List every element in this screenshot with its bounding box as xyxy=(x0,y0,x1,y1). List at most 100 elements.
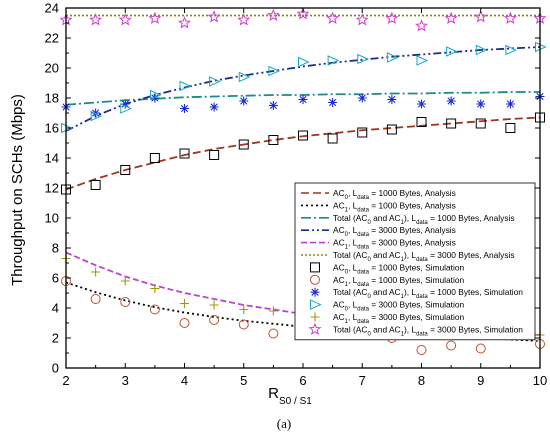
series-point-7 xyxy=(90,294,101,304)
series-point-11 xyxy=(385,11,399,25)
series-point-8 xyxy=(357,93,367,103)
legend-swatch-marker xyxy=(310,262,320,273)
y-tick-label: 0 xyxy=(52,361,59,376)
series-point-9 xyxy=(90,110,103,122)
series-point-6 xyxy=(90,180,101,190)
series-point-6 xyxy=(238,139,249,150)
series-point-11 xyxy=(237,13,251,26)
series-point-9 xyxy=(179,80,192,92)
y-tick-label: 22 xyxy=(45,31,59,46)
series-point-10 xyxy=(239,305,249,314)
y-tick-label: 18 xyxy=(45,91,59,106)
x-axis-title: RS0 / S1 xyxy=(268,385,312,407)
series-point-7 xyxy=(446,340,457,351)
series-point-10 xyxy=(91,267,101,277)
series-point-6 xyxy=(209,150,220,160)
series-point-10 xyxy=(150,284,160,293)
legend-entry: Total (AC0 and AC1), Ldata = 3000 Bytes,… xyxy=(333,324,523,337)
series-line-3 xyxy=(65,46,541,132)
series-point-10 xyxy=(180,299,189,308)
series-point-9 xyxy=(149,89,162,101)
series-point-8 xyxy=(476,99,486,109)
legend-swatch-marker xyxy=(310,287,320,297)
series-point-11 xyxy=(474,10,488,23)
series-point-9 xyxy=(327,55,340,66)
legend-entry: AC0, Ldata = 3000 Bytes, Simulation xyxy=(333,300,465,313)
legend-swatch-marker xyxy=(310,299,322,310)
legend-entry: AC1, Ldata = 1000 Bytes, Simulation xyxy=(333,275,465,288)
legend-swatch-marker xyxy=(310,274,320,285)
x-tick-label: 2 xyxy=(62,373,69,388)
y-tick-label: 2 xyxy=(52,331,59,346)
series-point-11 xyxy=(89,13,103,26)
series-point-6 xyxy=(327,133,338,144)
y-tick-label: 10 xyxy=(45,211,59,226)
y-axis-title: Throughput on SCHs (Mbps) xyxy=(9,94,26,286)
series-point-9 xyxy=(298,56,310,68)
y-tick-label: 4 xyxy=(52,301,59,316)
series-point-9 xyxy=(386,52,399,63)
series-point-11 xyxy=(118,13,132,26)
series-point-9 xyxy=(357,53,369,65)
legend-entry: AC0, Ldata = 3000 Bytes, Analysis xyxy=(333,225,456,238)
x-tick-label: 8 xyxy=(418,373,425,388)
y-tick-label: 24 xyxy=(45,1,59,16)
series-point-8 xyxy=(446,96,456,106)
x-axis-title-main: R xyxy=(268,385,279,402)
series-point-11 xyxy=(148,11,162,25)
series-point-6 xyxy=(475,118,486,129)
series-point-7 xyxy=(209,315,220,325)
legend-entry: AC1, Ldata = 3000 Bytes, Simulation xyxy=(333,312,465,325)
series-point-11 xyxy=(177,16,192,29)
x-tick-label: 4 xyxy=(181,373,188,388)
series-point-6 xyxy=(505,123,516,133)
legend-box xyxy=(294,182,536,341)
series-point-8 xyxy=(268,101,278,110)
y-tick-label: 20 xyxy=(45,61,59,76)
series-point-7 xyxy=(149,304,160,315)
series-point-8 xyxy=(209,102,219,112)
series-point-8 xyxy=(387,95,397,104)
legend-entry: AC1, Ldata = 3000 Bytes, Analysis xyxy=(333,238,456,251)
legend-entry: Total (AC0 and AC1), Ldata = 1000 Bytes,… xyxy=(333,287,523,300)
series-line-0 xyxy=(65,116,541,191)
series-point-11 xyxy=(355,13,369,26)
series-point-8 xyxy=(328,98,338,107)
legend-entry: AC0, Ldata = 1000 Bytes, Simulation xyxy=(333,262,465,275)
series-point-7 xyxy=(268,328,279,339)
series-point-6 xyxy=(416,117,427,127)
legend-swatch-marker xyxy=(310,312,320,322)
series-point-9 xyxy=(120,103,132,114)
series-point-6 xyxy=(446,118,457,129)
legend-entry: Total (AC0 and AC1), Ldata = 3000 Bytes,… xyxy=(333,250,515,263)
legend-entry: AC1, Ldata = 1000 Bytes, Analysis xyxy=(333,200,456,213)
series-point-11 xyxy=(414,19,429,32)
series-point-8 xyxy=(417,99,426,109)
series-point-7 xyxy=(475,343,486,354)
legend-entry: Total (AC0 and AC1), Ldata = 1000 Bytes,… xyxy=(333,213,515,226)
series-point-10 xyxy=(268,306,278,316)
series-point-11 xyxy=(296,7,310,20)
series-point-9 xyxy=(475,44,488,56)
x-tick-label: 10 xyxy=(533,373,547,388)
series-point-9 xyxy=(446,46,458,57)
x-tick-label: 3 xyxy=(122,373,129,388)
x-axis-title-sub: S0 / S1 xyxy=(279,396,312,407)
legend-swatch-marker xyxy=(308,322,322,335)
series-point-7 xyxy=(179,318,190,328)
y-tick-label: 12 xyxy=(45,181,59,196)
series-point-11 xyxy=(503,11,517,25)
series-point-9 xyxy=(505,44,518,56)
series-point-11 xyxy=(444,11,458,25)
series-point-7 xyxy=(120,297,131,307)
figure-caption: (a) xyxy=(277,416,291,431)
series-point-11 xyxy=(207,10,221,23)
y-tick-label: 6 xyxy=(52,271,59,286)
series-point-6 xyxy=(179,148,190,159)
series-point-6 xyxy=(268,135,279,145)
series-point-8 xyxy=(180,104,189,113)
y-tick-label: 8 xyxy=(52,241,59,256)
series-point-7 xyxy=(238,319,249,330)
series-point-10 xyxy=(120,276,130,286)
